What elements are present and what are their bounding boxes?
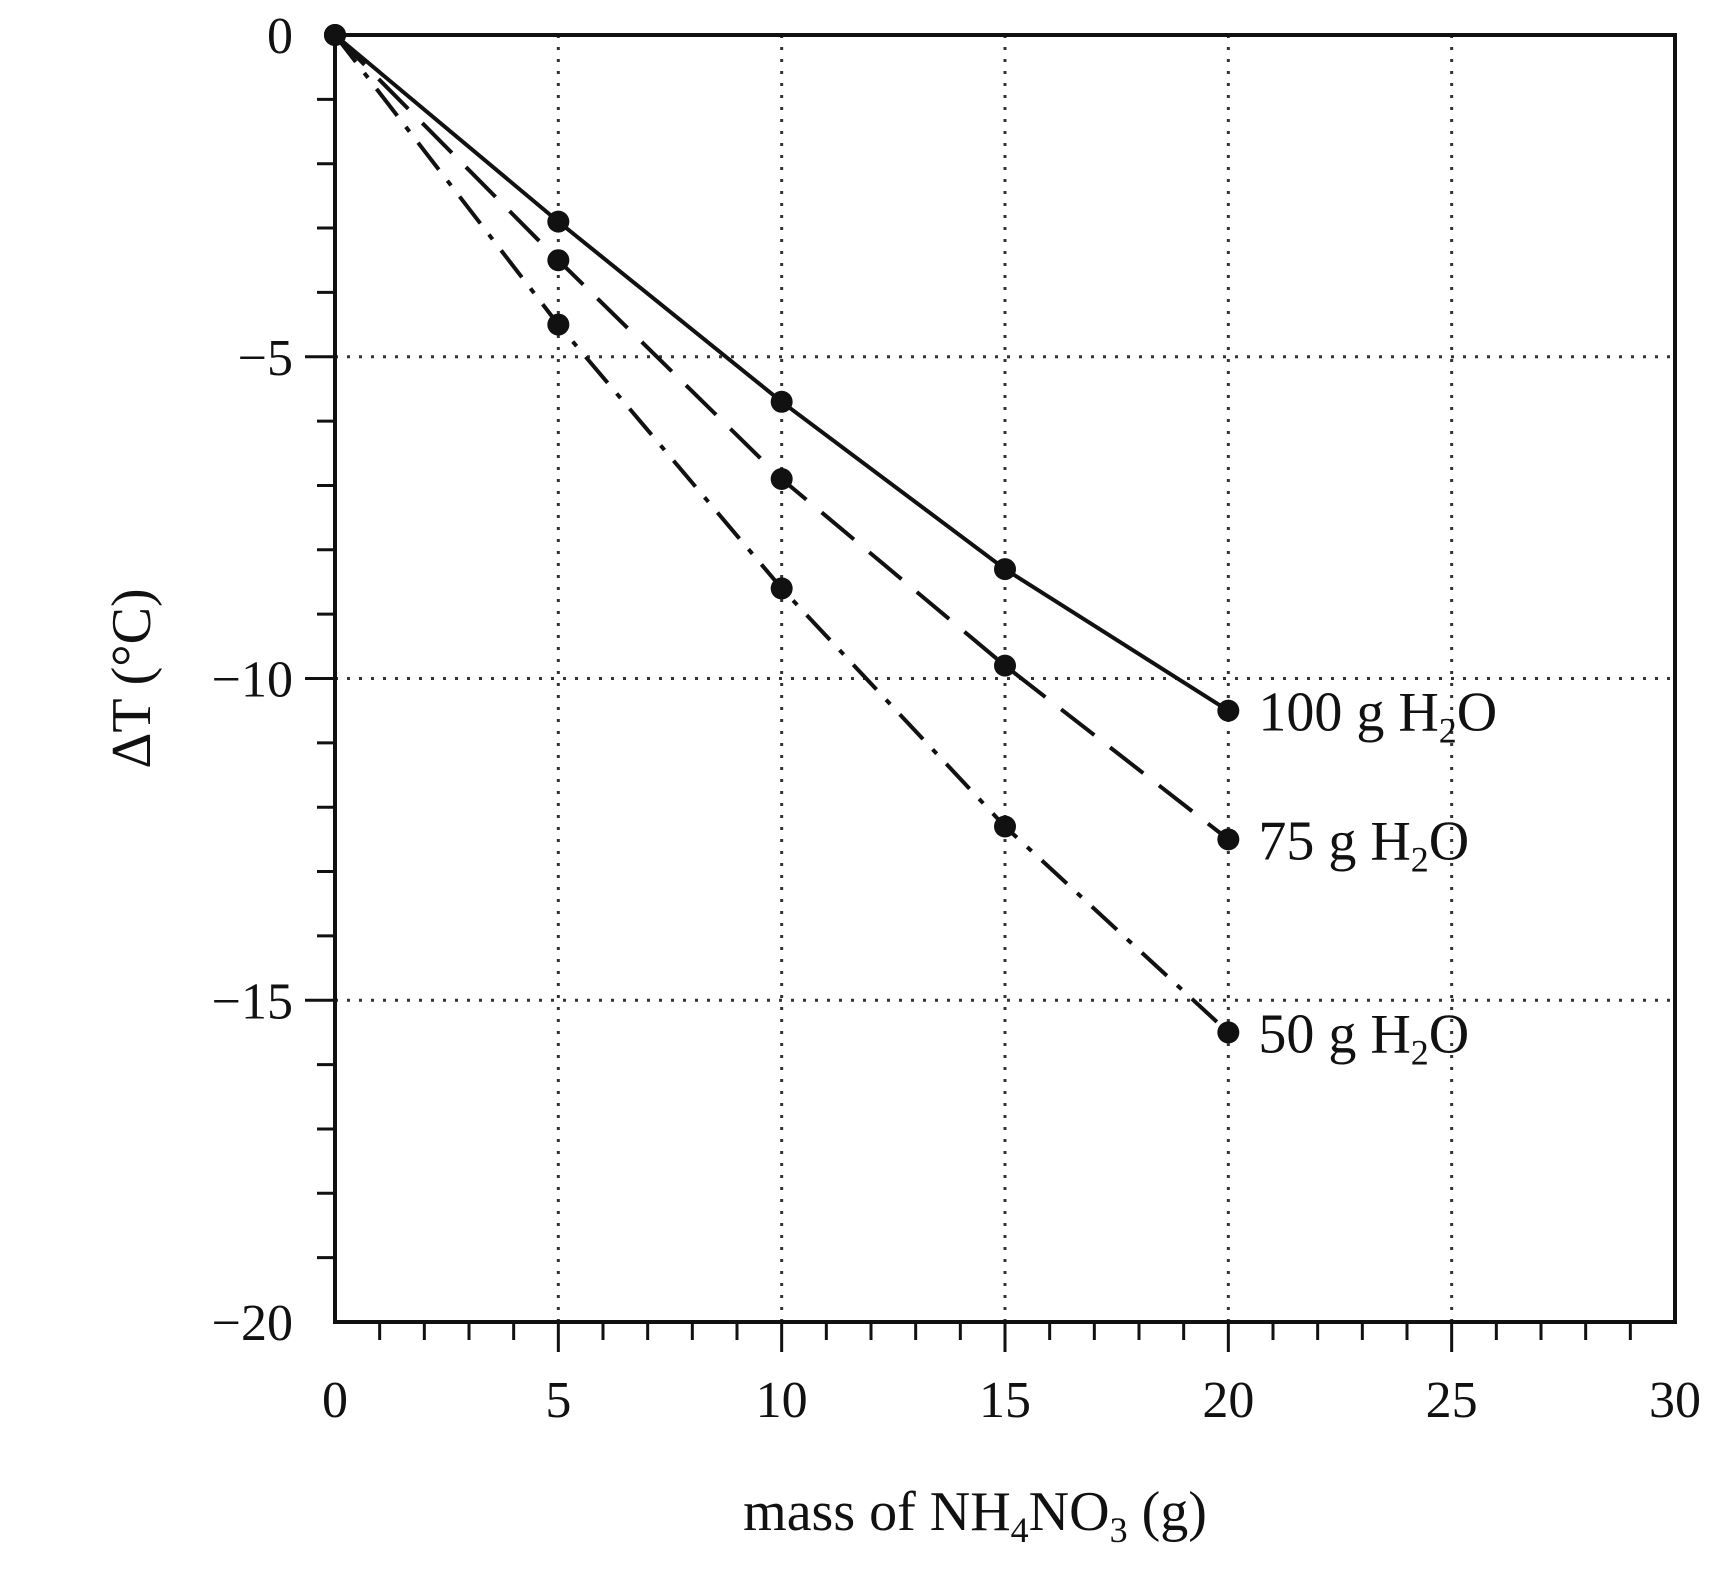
data-point (547, 313, 570, 336)
x-tick-label: 10 (756, 1372, 808, 1429)
data-point (1217, 699, 1240, 722)
y-axis: 0 −5 −10 −15 −20 (212, 8, 293, 1352)
data-point (994, 558, 1016, 581)
series-label-2: 50 g H2O (1258, 1003, 1469, 1072)
series-points (324, 24, 1240, 1044)
series-label-1: 75 g H2O (1258, 810, 1469, 879)
x-tick-label: 20 (1202, 1372, 1254, 1429)
x-axis: 0 5 10 15 20 25 30 (322, 1372, 1701, 1429)
series-label-0: 100 g H2O (1258, 682, 1497, 751)
data-point (994, 815, 1016, 838)
x-axis-title: mass of NH4NO3 (g) (743, 1481, 1207, 1550)
data-point (547, 249, 570, 272)
x-tick-label: 15 (979, 1372, 1031, 1429)
data-point (1217, 828, 1240, 851)
x-tick-label: 30 (1649, 1372, 1701, 1429)
data-point (770, 577, 793, 600)
series-labels: 100 g H2O 75 g H2O 50 g H2O (1258, 682, 1497, 1073)
y-axis-title: ΔT (°C) (101, 588, 163, 768)
y-tick-label: −15 (212, 973, 293, 1030)
data-point (1217, 1021, 1240, 1044)
data-point (770, 468, 793, 491)
x-tick-label: 0 (322, 1372, 348, 1429)
y-tick-label: −5 (238, 330, 293, 387)
data-point (770, 390, 793, 413)
minor-ticks (305, 97, 1632, 1352)
y-tick-label: −20 (212, 1295, 293, 1352)
data-point (324, 24, 346, 46)
y-tick-label: 0 (267, 8, 293, 65)
series-lines (333, 33, 1230, 1034)
x-tick-label: 25 (1426, 1372, 1478, 1429)
data-point (547, 210, 570, 233)
data-point (994, 654, 1016, 677)
x-tick-label: 5 (545, 1372, 571, 1429)
plot-frame (333, 33, 1677, 1324)
grid (335, 35, 1675, 1322)
series-line-2 (333, 33, 1230, 1034)
y-tick-label: −10 (212, 652, 293, 709)
